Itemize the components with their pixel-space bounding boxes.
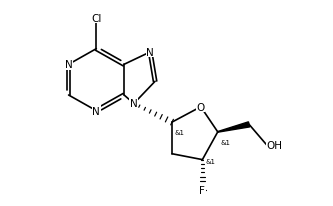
- Text: Cl: Cl: [91, 14, 102, 23]
- Text: N: N: [65, 60, 73, 70]
- Polygon shape: [218, 122, 250, 132]
- Text: N: N: [146, 48, 154, 58]
- Text: &1: &1: [175, 130, 185, 136]
- Text: N: N: [93, 106, 100, 116]
- Text: &1: &1: [220, 139, 230, 145]
- Text: F: F: [199, 185, 205, 195]
- Text: OH: OH: [267, 140, 283, 150]
- Text: N: N: [130, 99, 138, 109]
- Text: O: O: [197, 102, 205, 112]
- Text: &1: &1: [206, 158, 216, 164]
